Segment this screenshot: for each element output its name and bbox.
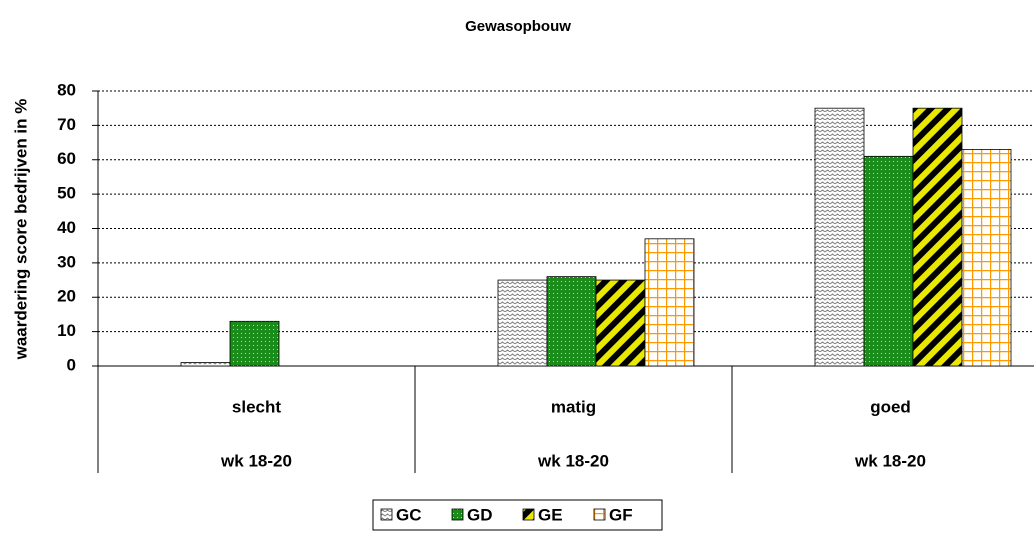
y-tick-label: 30 <box>57 252 76 271</box>
legend <box>372 499 663 531</box>
legend-label: GE <box>538 505 563 524</box>
y-axis-label: waardering score bedrijven in % <box>11 99 30 361</box>
x-group-label: wk 18-20 <box>854 451 926 470</box>
chart-title: Gewasopbouw <box>465 18 571 35</box>
legend-label: GC <box>396 505 422 524</box>
legend-label: GD <box>467 505 493 524</box>
x-tick-label: goed <box>870 397 911 416</box>
bar <box>180 362 231 367</box>
legend-swatch <box>593 508 606 521</box>
bar <box>961 149 1012 367</box>
x-group-label: wk 18-20 <box>537 451 609 470</box>
bar <box>229 320 280 367</box>
bar <box>644 238 695 367</box>
legend-swatch <box>451 508 464 521</box>
x-tick-label: matig <box>551 397 596 416</box>
y-tick-label: 40 <box>57 218 76 237</box>
bar <box>595 279 646 367</box>
y-tick-label: 10 <box>57 321 76 340</box>
y-tick-label: 80 <box>57 80 76 99</box>
bar <box>912 107 963 367</box>
y-tick-label: 50 <box>57 184 76 203</box>
y-tick-label: 60 <box>57 149 76 168</box>
bar <box>863 155 914 367</box>
y-tick-label: 70 <box>57 115 76 134</box>
y-tick-label: 20 <box>57 287 76 306</box>
y-tick-label: 0 <box>67 355 76 374</box>
legend-swatch <box>522 508 535 521</box>
bar <box>546 276 597 367</box>
x-group-label: wk 18-20 <box>220 451 292 470</box>
bar <box>814 107 865 367</box>
bar <box>497 279 548 367</box>
legend-label: GF <box>609 505 633 524</box>
x-tick-label: slecht <box>232 397 281 416</box>
legend-swatch <box>380 508 393 521</box>
